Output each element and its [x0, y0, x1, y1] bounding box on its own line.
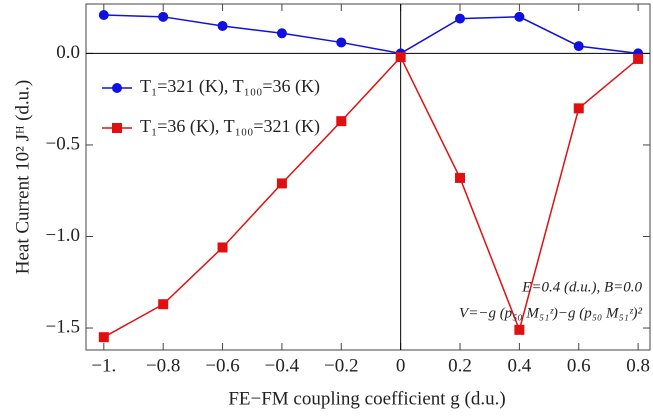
annotation: E=0.4 (d.u.), B=0.0 — [521, 279, 642, 295]
data-point — [455, 172, 466, 183]
x-tick-label: −0.2 — [324, 355, 358, 376]
x-tick-label: 0 — [396, 355, 406, 376]
x-tick-label: −0.8 — [146, 355, 180, 376]
legend-label: T₁=321 (K), T₁₀₀=36 (K) — [140, 76, 320, 97]
data-point — [336, 116, 347, 127]
y-tick-label: −0.5 — [46, 133, 80, 154]
series-line — [103, 14, 639, 55]
legend-label: T₁=36 (K), T₁₀₀=321 (K) — [140, 116, 320, 137]
data-point — [98, 9, 109, 20]
series-line — [103, 55, 639, 338]
x-tick-label: −0.6 — [205, 355, 239, 376]
y-tick-label: −1.0 — [46, 225, 80, 246]
data-point — [276, 178, 287, 189]
data-point — [98, 332, 109, 343]
data-point — [158, 299, 169, 310]
x-tick-label: 0.2 — [448, 355, 472, 376]
legend-marker — [112, 83, 122, 93]
y-axis-label: Heat Current 10² Jᴴ (d.u.) — [12, 80, 33, 275]
y-tick-label: −1.5 — [46, 316, 80, 337]
y-tick-label: 0.0 — [56, 42, 80, 63]
x-axis-label: FE−FM coupling coefficient g (d.u.) — [228, 388, 505, 409]
x-tick-label: −0.4 — [265, 355, 300, 376]
data-point — [573, 41, 584, 52]
data-point — [455, 13, 466, 24]
legend-marker — [112, 123, 122, 133]
x-tick-label: −1. — [91, 355, 116, 376]
data-point — [395, 52, 406, 63]
data-point — [633, 53, 644, 64]
data-point — [573, 103, 584, 114]
data-point — [276, 28, 287, 39]
data-point — [217, 20, 228, 31]
data-point — [514, 324, 525, 335]
x-tick-label: 0.8 — [626, 355, 650, 376]
data-point — [217, 242, 228, 253]
x-tick-label: 0.6 — [567, 355, 591, 376]
plot-frame — [85, 3, 651, 351]
data-point — [336, 37, 347, 48]
annotation: V=−g (p₅₀ M₅₁ᶻ)−g (p₅₀ M₅₁ᶻ)² — [459, 305, 642, 321]
x-tick-label: 0.4 — [508, 355, 532, 376]
data-point — [514, 11, 525, 22]
data-point — [158, 11, 169, 22]
